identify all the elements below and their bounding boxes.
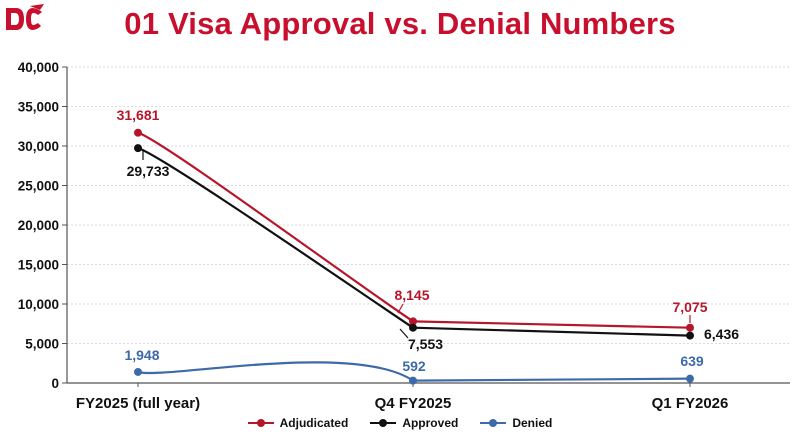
series-line-denied (137, 361, 691, 382)
y-tick-label: 20,000 (18, 218, 59, 233)
leader-line (397, 303, 404, 314)
data-point-approved (686, 331, 694, 340)
x-tick-label: FY2025 (full year) (76, 395, 200, 412)
series-line-approved (137, 147, 691, 337)
y-tick-label: 10,000 (18, 297, 59, 312)
data-label-denied: 592 (402, 358, 426, 374)
leader-line (399, 328, 409, 339)
data-point-adjudicated (134, 128, 142, 137)
legend-item-approved: Approved (370, 416, 458, 430)
legend-label: Denied (512, 416, 553, 430)
data-point-adjudicated (686, 323, 694, 332)
y-tick-label: 0 (51, 376, 59, 391)
legend-swatch-icon (247, 418, 274, 428)
data-label-denied: 639 (680, 353, 704, 369)
data-label-adjudicated: 31,681 (117, 107, 160, 123)
y-tick-label: 30,000 (18, 139, 59, 154)
data-label-adjudicated: 7,075 (672, 299, 707, 315)
y-tick-label: 35,000 (18, 100, 59, 115)
legend-item-adjudicated: Adjudicated (247, 416, 349, 430)
series-line-adjudicated (137, 131, 691, 329)
x-tick-label: Q1 FY2026 (652, 395, 729, 412)
x-tick-label: Q4 FY2025 (375, 395, 452, 412)
y-tick-label: 5,000 (25, 337, 59, 352)
data-point-approved (409, 323, 417, 332)
legend-swatch-icon (480, 418, 507, 428)
data-label-approved: 7,553 (408, 336, 443, 352)
data-point-denied (686, 374, 694, 383)
data-point-denied (134, 367, 142, 376)
y-tick-label: 40,000 (18, 60, 59, 75)
chart-title: 01 Visa Approval vs. Denial Numbers (124, 6, 676, 41)
legend-label: Approved (402, 416, 459, 430)
data-label-adjudicated: 8,145 (394, 287, 429, 303)
logo-icon (6, 4, 44, 30)
data-point-adjudicated (409, 317, 417, 326)
chart-legend: Adjudicated Approved Denied (0, 416, 800, 430)
data-point-approved (134, 144, 142, 153)
data-label-approved: 29,733 (127, 163, 170, 179)
legend-item-denied: Denied (480, 416, 552, 430)
y-tick-label: 15,000 (18, 258, 59, 273)
data-point-denied (409, 376, 417, 385)
legend-swatch-icon (370, 418, 397, 428)
legend-label: Adjudicated (279, 416, 349, 430)
data-label-denied: 1,948 (124, 347, 159, 363)
data-label-approved: 6,436 (704, 326, 739, 342)
y-tick-label: 25,000 (18, 179, 59, 194)
